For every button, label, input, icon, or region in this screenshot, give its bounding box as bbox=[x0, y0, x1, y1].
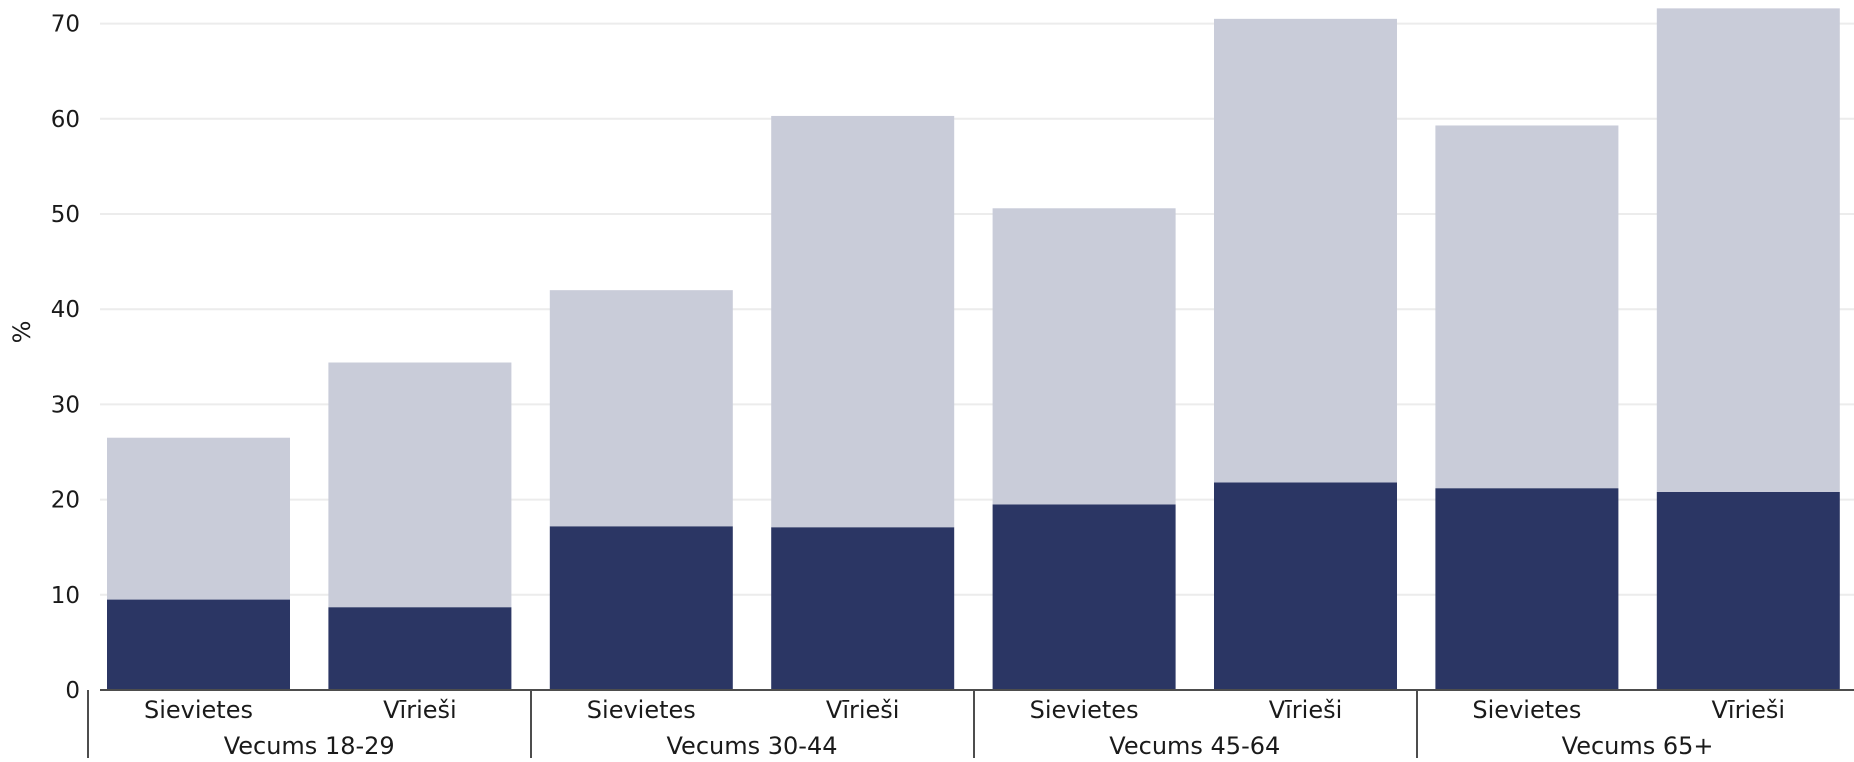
x-group-label: Vecums 45-64 bbox=[1109, 732, 1280, 758]
y-tick-label: 50 bbox=[51, 202, 80, 228]
x-category-label: Sievietes bbox=[587, 696, 696, 724]
bar-segment-lower bbox=[1214, 482, 1397, 690]
y-tick-label: 0 bbox=[65, 678, 80, 704]
bar-segment-upper bbox=[1656, 8, 1840, 492]
x-category-label: Vīrieši bbox=[826, 696, 900, 724]
y-tick-label: 20 bbox=[51, 488, 80, 514]
bar-segment-lower bbox=[771, 527, 955, 690]
bar-segment-lower bbox=[107, 599, 290, 690]
bar-segment-upper bbox=[992, 208, 1176, 505]
y-tick-label: 40 bbox=[51, 297, 80, 323]
y-axis-title: % bbox=[8, 321, 36, 344]
bar-segment-lower bbox=[992, 504, 1176, 690]
x-category-label: Vīrieši bbox=[1712, 696, 1786, 724]
bar-segment-lower bbox=[1435, 488, 1619, 690]
bar-segment-lower bbox=[328, 607, 512, 690]
labels: % 0 10 20 30 40 50 60 70 Sievietes Vīrieši Sieviet… bbox=[8, 12, 1786, 760]
y-tick-label: 70 bbox=[51, 12, 80, 38]
y-tick-label: 10 bbox=[51, 583, 80, 609]
x-category-label: Sievietes bbox=[1030, 696, 1139, 724]
bar-segment-upper bbox=[549, 290, 733, 527]
x-category-label: Sievietes bbox=[1472, 696, 1581, 724]
x-category-label: Sievietes bbox=[144, 696, 253, 724]
bar-segment-upper bbox=[107, 437, 290, 600]
x-category-label: Vīrieši bbox=[1269, 696, 1343, 724]
y-tick-label: 30 bbox=[51, 392, 80, 418]
bars bbox=[107, 8, 1840, 690]
axes bbox=[87, 689, 1854, 758]
bar-segment-lower bbox=[1656, 491, 1840, 690]
bar-segment-upper bbox=[1214, 18, 1397, 483]
bar-segment-lower bbox=[549, 526, 733, 690]
bar-segment-upper bbox=[328, 362, 512, 608]
x-group-label: Vecums 30-44 bbox=[667, 732, 838, 758]
x-group-label: Vecums 18-29 bbox=[224, 732, 395, 758]
bar-segment-upper bbox=[771, 115, 955, 528]
x-group-label: Vecums 65+ bbox=[1562, 732, 1714, 758]
bar-segment-upper bbox=[1435, 125, 1619, 489]
x-category-label: Vīrieši bbox=[383, 696, 457, 724]
y-tick-label: 60 bbox=[51, 107, 80, 133]
